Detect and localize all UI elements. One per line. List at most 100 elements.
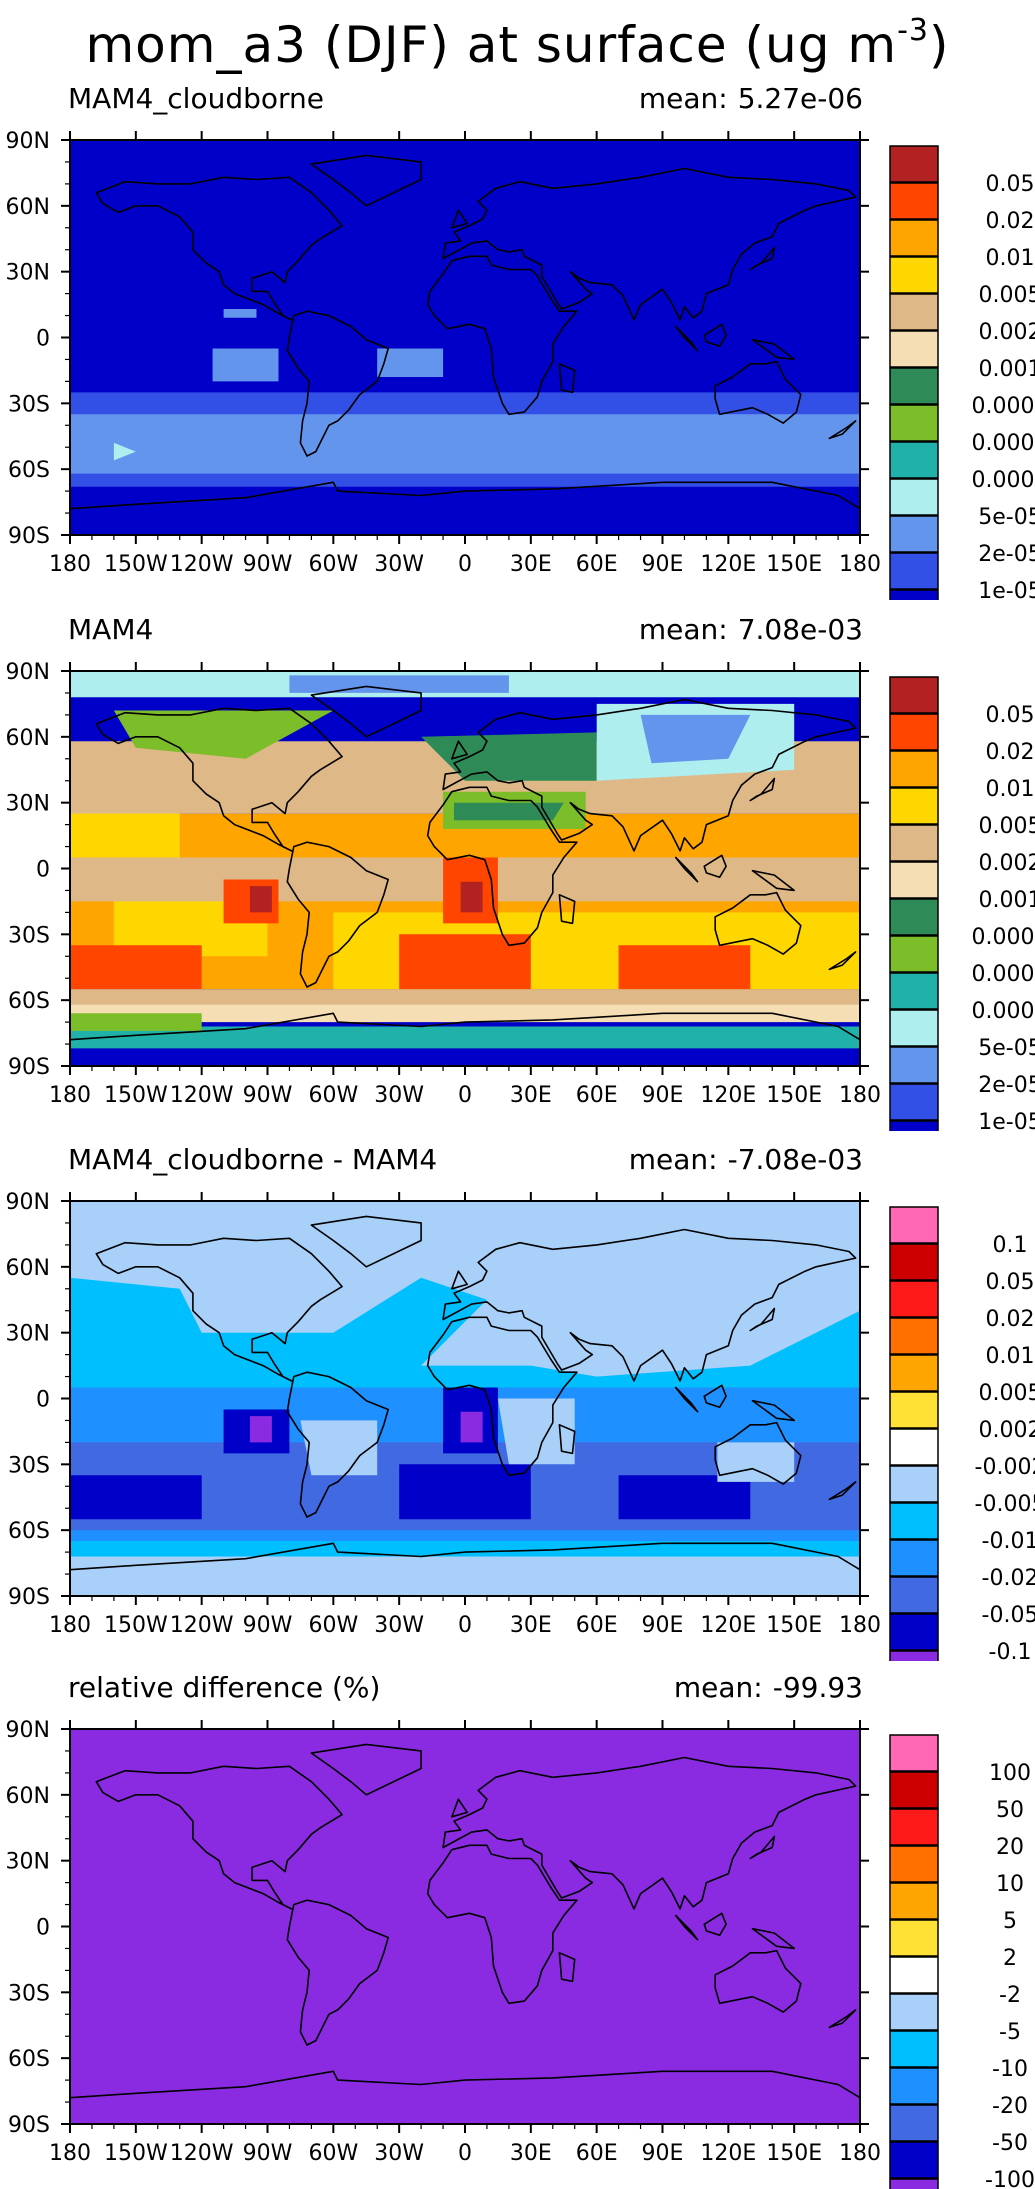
legend-label: 50 xyxy=(996,1798,1024,1823)
legend-label: 0.05 xyxy=(986,1270,1035,1295)
panel-relative-difference: relative difference (%) mean: -99.93 180 1… xyxy=(0,1669,1035,2189)
x-tick-label: 0 xyxy=(458,1613,472,1638)
panel-cloudborne: MAM4_cloudborne mean: 5.27e-06 180 150W 120… xyxy=(0,80,1035,600)
mean-label: mean: xyxy=(628,1143,718,1176)
y-tick-label: 90S xyxy=(8,524,50,549)
coastline xyxy=(286,841,390,988)
coastline xyxy=(674,1914,699,1941)
contour-region xyxy=(497,1398,575,1465)
coastline xyxy=(828,1481,857,1501)
coastline xyxy=(828,2009,857,2029)
mean-label: mean: xyxy=(673,1671,763,1704)
coastline xyxy=(310,1215,422,1268)
y-tick-label: 30N xyxy=(6,261,50,286)
legend-swatch xyxy=(889,219,939,257)
coastline xyxy=(286,310,390,457)
x-tick-label: 180 xyxy=(839,1083,881,1108)
y-tick-label: 90N xyxy=(6,660,50,685)
legend-label: 0.05 xyxy=(986,703,1035,728)
legend-label: 0.1 xyxy=(993,1233,1028,1258)
legend-swatch xyxy=(889,367,939,405)
panel-mam4: MAM4 mean: 7.08e-03 180 150W 120W 90W 60W 30W 0… xyxy=(0,611,1035,1131)
coastline xyxy=(426,1316,578,1477)
coastlines xyxy=(69,1743,861,2125)
coastline xyxy=(828,420,857,440)
coastline xyxy=(310,1743,422,1796)
coastline xyxy=(703,323,727,348)
x-tick-label: 0 xyxy=(458,1083,472,1108)
coastline xyxy=(749,1835,776,1860)
x-tick-label: 60E xyxy=(576,2141,618,2166)
mean-label: mean: xyxy=(638,82,728,115)
map-chart: 180 150W 120W 90W 60W 30W 0 30E 60E 90E 120E 150E 18… xyxy=(6,1190,1035,1661)
x-tick-label: 90W xyxy=(243,2141,293,2166)
contour-region xyxy=(249,886,272,913)
x-tick-label: 150E xyxy=(766,2141,822,2166)
legend-label: -0.02 xyxy=(982,1566,1035,1591)
x-tick-label: 120W xyxy=(170,2141,234,2166)
contour-region xyxy=(249,1416,272,1443)
contour-regions xyxy=(70,671,860,1049)
coastline xyxy=(751,869,796,892)
x-tick-label: 60W xyxy=(308,1613,358,1638)
contour-region xyxy=(377,348,444,377)
map-chart: 180 150W 120W 90W 60W 30W 0 30E 60E 90E 120E 150E 18… xyxy=(6,129,1035,600)
panel-mean: mean: 7.08e-03 xyxy=(629,613,863,646)
legend-label: 0.02 xyxy=(986,1307,1035,1332)
legend-swatch xyxy=(889,1391,939,1429)
x-tick-label: 60E xyxy=(576,1613,618,1638)
x-tick-label: 30W xyxy=(374,1083,424,1108)
legend-swatch xyxy=(889,1317,939,1355)
x-tick-label: 90E xyxy=(642,2141,684,2166)
legend-swatch xyxy=(889,1734,939,1772)
legend-swatch xyxy=(889,972,939,1010)
coastline xyxy=(703,854,727,879)
x-tick-label: 120E xyxy=(700,552,756,577)
y-tick-label: 90N xyxy=(6,1190,50,1215)
coastline xyxy=(674,1386,699,1413)
y-tick-label: 60S xyxy=(8,1519,50,1544)
legend-label: 0.005 xyxy=(979,814,1035,839)
legend-swatch xyxy=(889,589,939,600)
x-tick-label: 90E xyxy=(642,1613,684,1638)
x-tick-label: 30E xyxy=(510,1613,552,1638)
legend-label: 0.002 xyxy=(979,1418,1035,1443)
coastline xyxy=(450,1798,469,1818)
coastline xyxy=(558,362,576,394)
coastline xyxy=(749,246,776,271)
legend-swatch xyxy=(889,750,939,788)
x-tick-label: 90W xyxy=(243,552,293,577)
legend-swatch xyxy=(889,1280,939,1318)
x-tick-label: 60W xyxy=(308,1083,358,1108)
coastline xyxy=(310,154,422,207)
coastline xyxy=(442,167,857,321)
contour-region xyxy=(399,1464,531,1520)
y-tick-label: 90N xyxy=(6,1718,50,1743)
y-tick-label: 30N xyxy=(6,1850,50,1875)
legend-swatch xyxy=(889,1046,939,1084)
x-tick-label: 150E xyxy=(766,552,822,577)
legend-label: 0.0002 xyxy=(972,962,1035,987)
map-chart: 180 150W 120W 90W 60W 30W 0 30E 60E 90E 120E 150E 18… xyxy=(6,1718,1035,2189)
legend-label: -5 xyxy=(999,2020,1021,2045)
x-tick-label: 150E xyxy=(766,1613,822,1638)
legend-swatch xyxy=(889,330,939,368)
coastline xyxy=(558,1951,576,1983)
x-tick-label: 30W xyxy=(374,1613,424,1638)
y-tick-label: 90S xyxy=(8,1055,50,1080)
mean-label: mean: xyxy=(638,613,728,646)
y-tick-label: 60S xyxy=(8,2047,50,2072)
y-tick-label: 60S xyxy=(8,458,50,483)
legend-label: 0.002 xyxy=(979,851,1035,876)
legend-swatch xyxy=(889,1539,939,1577)
panel-title: MAM4 xyxy=(68,613,154,646)
legend-label: -100 xyxy=(985,2168,1035,2189)
y-tick-label: 30S xyxy=(8,1453,50,1478)
legend-swatch xyxy=(889,441,939,479)
coastline xyxy=(714,1949,802,2013)
x-tick-label: 120E xyxy=(700,1613,756,1638)
legend-swatch xyxy=(889,182,939,220)
legend-label: -50 xyxy=(992,2131,1028,2156)
contour-region xyxy=(113,710,334,759)
legend-swatch xyxy=(889,1613,939,1651)
